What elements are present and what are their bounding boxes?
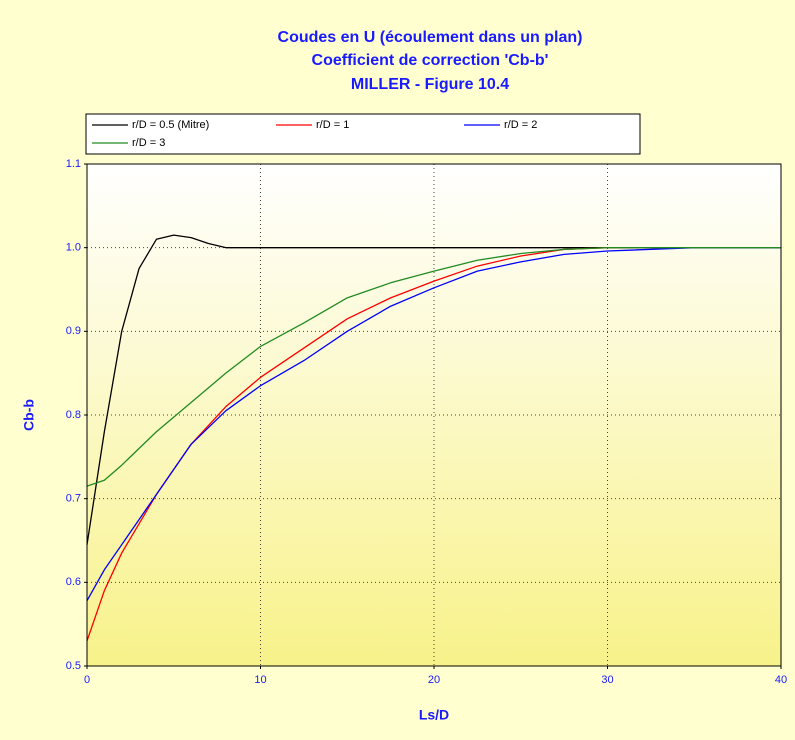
x-tick-label: 10: [254, 674, 266, 686]
legend-label: r/D = 3: [132, 137, 165, 149]
series-line: [86, 234, 781, 545]
legend-label: r/D = 2: [504, 119, 537, 131]
y-tick-label: 1.1: [66, 158, 81, 170]
x-tick-label: 40: [775, 674, 787, 686]
series-line: [86, 247, 781, 602]
y-tick-label: 0.5: [66, 660, 81, 672]
chart-title: Coudes en U (écoulement dans un plan): [278, 29, 583, 46]
series-line: [86, 247, 781, 487]
y-tick-label: 0.6: [66, 576, 81, 588]
chart-subtitle: Coefficient de correction 'Cb-b': [312, 52, 549, 69]
legend-label: r/D = 1: [316, 119, 349, 131]
y-tick-label: 1.0: [66, 242, 81, 254]
x-tick-label: 30: [601, 674, 613, 686]
chart-subtitle: MILLER - Figure 10.4: [351, 76, 509, 93]
x-tick-label: 20: [428, 674, 440, 686]
plot-frame: [86, 163, 782, 667]
y-tick-label: 0.7: [66, 493, 81, 505]
y-tick-label: 0.9: [66, 325, 81, 337]
legend: [85, 113, 641, 155]
y-axis-label: Cb-b: [21, 399, 37, 431]
y-tick-label: 0.8: [66, 409, 81, 421]
x-axis-label: Ls/D: [419, 707, 449, 723]
x-tick-label: 0: [84, 674, 90, 686]
legend-label: r/D = 0.5 (Mitre): [132, 119, 209, 131]
